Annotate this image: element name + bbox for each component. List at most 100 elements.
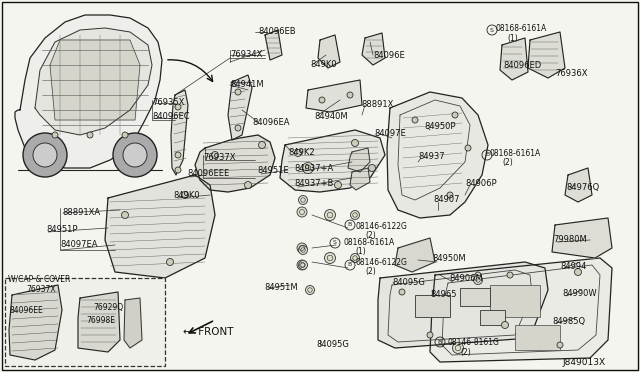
- Text: 79980M: 79980M: [553, 235, 587, 244]
- Polygon shape: [500, 38, 528, 80]
- Text: 84096EEE: 84096EEE: [187, 169, 229, 178]
- Text: 88891XA: 88891XA: [62, 208, 100, 217]
- Text: (2): (2): [365, 267, 376, 276]
- Circle shape: [166, 259, 173, 266]
- Text: B: B: [438, 340, 442, 344]
- Polygon shape: [228, 75, 252, 140]
- Circle shape: [298, 260, 307, 269]
- Circle shape: [259, 141, 266, 148]
- Text: 84096E: 84096E: [373, 51, 404, 60]
- Circle shape: [557, 342, 563, 348]
- Circle shape: [474, 276, 483, 285]
- Polygon shape: [378, 262, 548, 348]
- Text: 84941M: 84941M: [230, 80, 264, 89]
- Circle shape: [305, 285, 314, 295]
- Text: 84990W: 84990W: [562, 289, 596, 298]
- Text: (1): (1): [507, 34, 518, 43]
- Polygon shape: [565, 168, 592, 202]
- Circle shape: [175, 167, 181, 173]
- Polygon shape: [15, 15, 162, 168]
- Text: 84937+A: 84937+A: [294, 164, 333, 173]
- Text: 84095G: 84095G: [392, 278, 425, 287]
- Polygon shape: [280, 130, 385, 192]
- Bar: [515, 325, 560, 350]
- Circle shape: [52, 132, 58, 138]
- Circle shape: [113, 133, 157, 177]
- Text: B: B: [348, 222, 352, 228]
- Bar: [490, 285, 540, 317]
- Circle shape: [297, 243, 307, 253]
- Circle shape: [335, 182, 342, 189]
- Text: 84950M: 84950M: [432, 254, 466, 263]
- Circle shape: [235, 89, 241, 95]
- Bar: [5, 278, 165, 366]
- Text: 84950P: 84950P: [424, 122, 456, 131]
- Text: 08146-6122G: 08146-6122G: [355, 222, 407, 231]
- Circle shape: [465, 145, 471, 151]
- Text: 84906M: 84906M: [449, 274, 483, 283]
- Circle shape: [324, 253, 335, 263]
- Polygon shape: [306, 80, 362, 112]
- Text: 84096EE: 84096EE: [10, 306, 44, 315]
- Polygon shape: [430, 258, 612, 362]
- Polygon shape: [387, 92, 488, 218]
- Text: 84096EC: 84096EC: [152, 112, 189, 121]
- Polygon shape: [35, 28, 152, 135]
- Circle shape: [319, 97, 325, 103]
- Text: ←  FRONT: ← FRONT: [183, 327, 234, 337]
- Polygon shape: [171, 90, 188, 175]
- Circle shape: [507, 272, 513, 278]
- Text: S: S: [333, 241, 337, 246]
- Circle shape: [122, 132, 128, 138]
- Text: (2): (2): [502, 158, 513, 167]
- Polygon shape: [395, 238, 435, 272]
- Circle shape: [399, 289, 405, 295]
- Text: B: B: [485, 153, 489, 157]
- Polygon shape: [50, 40, 140, 120]
- Text: J849013X: J849013X: [562, 358, 605, 367]
- Polygon shape: [78, 292, 120, 352]
- Text: (2): (2): [365, 231, 376, 240]
- Text: 84940M: 84940M: [314, 112, 348, 121]
- Text: 84096ED: 84096ED: [503, 61, 541, 70]
- Circle shape: [351, 211, 360, 219]
- Text: 849K0: 849K0: [173, 191, 200, 200]
- Text: 84906P: 84906P: [465, 179, 497, 188]
- Text: 08146-8161G: 08146-8161G: [448, 338, 500, 347]
- Circle shape: [211, 151, 218, 158]
- Text: (2): (2): [460, 348, 471, 357]
- Text: 76998E: 76998E: [86, 316, 115, 325]
- Polygon shape: [265, 30, 282, 60]
- Circle shape: [19, 302, 25, 308]
- Text: 84096EB: 84096EB: [258, 27, 296, 36]
- Circle shape: [235, 125, 241, 131]
- Circle shape: [19, 337, 25, 343]
- Polygon shape: [552, 218, 612, 258]
- Text: 76937X: 76937X: [203, 153, 236, 162]
- Circle shape: [122, 212, 129, 218]
- Circle shape: [303, 163, 314, 173]
- Text: 76936X: 76936X: [555, 69, 588, 78]
- Circle shape: [502, 321, 509, 328]
- Circle shape: [297, 207, 307, 217]
- Polygon shape: [318, 35, 340, 68]
- Circle shape: [452, 343, 463, 353]
- Bar: [480, 310, 505, 325]
- Circle shape: [298, 246, 307, 254]
- Text: 84994: 84994: [560, 262, 586, 271]
- Text: 08168-6161A: 08168-6161A: [343, 238, 394, 247]
- Circle shape: [324, 209, 335, 221]
- Polygon shape: [348, 148, 370, 172]
- Text: 76935X: 76935X: [152, 98, 184, 107]
- Circle shape: [244, 182, 252, 189]
- Polygon shape: [350, 168, 370, 190]
- Text: 84976Q: 84976Q: [566, 183, 599, 192]
- Text: 08146-6122G: 08146-6122G: [355, 258, 407, 267]
- Text: 88891X: 88891X: [361, 100, 394, 109]
- Text: 84951P: 84951P: [46, 225, 77, 234]
- Text: 84097E: 84097E: [374, 129, 406, 138]
- Text: B: B: [348, 263, 352, 267]
- Circle shape: [452, 112, 458, 118]
- Text: 84096EA: 84096EA: [252, 118, 289, 127]
- Text: 84965: 84965: [430, 290, 456, 299]
